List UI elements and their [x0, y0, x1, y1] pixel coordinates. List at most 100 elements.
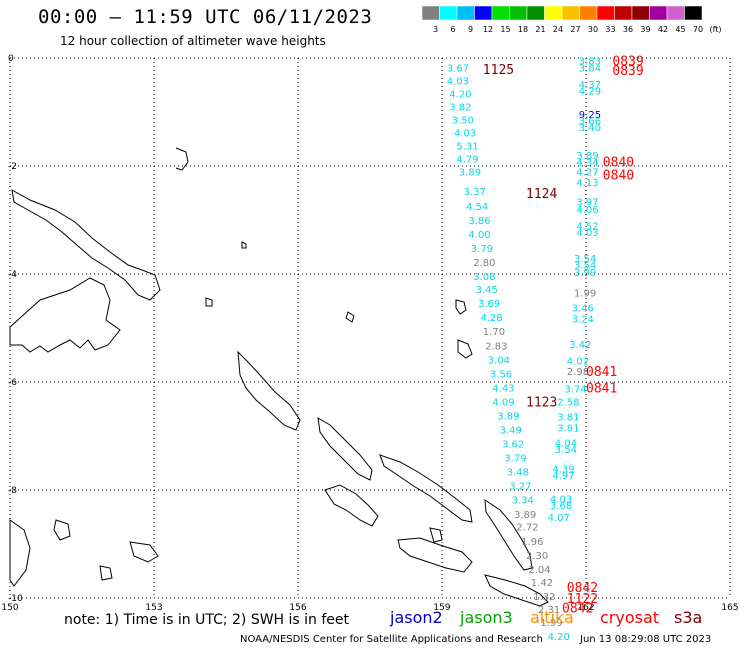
swh-label: 1.70	[483, 327, 505, 338]
swh-label: 4.09	[492, 397, 514, 408]
lon-tick-label: 162	[577, 603, 594, 613]
swh-label: 3.62	[502, 440, 524, 451]
coastline-islet	[129, 541, 159, 563]
swh-label: 3.40	[579, 123, 601, 134]
swh-label: 2.98	[567, 367, 589, 378]
coastline-islet	[175, 147, 189, 171]
swh-label: 4.54	[466, 202, 488, 213]
coastline-choiseul	[317, 417, 373, 481]
colorbar-label: 36	[623, 25, 633, 34]
colorbar-label: 21	[535, 25, 545, 34]
coastline-islet	[99, 565, 113, 581]
swh-label: 4.34	[576, 158, 598, 169]
legend-s3a: s3a	[674, 608, 703, 627]
swh-label: 4.37	[579, 80, 601, 91]
colorbar-legend: 3 6 9 12 15 18 21 24 27 30 33 36 39 42 45 70 (ft)	[422, 6, 722, 34]
swh-label: 3.56	[490, 369, 512, 380]
swh-label: 3.08	[473, 272, 495, 283]
swh-label: 3.89	[576, 151, 598, 162]
swh-label: 4.04	[555, 438, 577, 449]
colorbar-label: 24	[553, 25, 563, 34]
lon-tick-label: 159	[433, 603, 450, 613]
pass-time-label: 1125	[483, 63, 514, 78]
swh-label: 4.06	[576, 205, 598, 216]
colorbar-label: 9	[468, 25, 473, 34]
swh-label: 4.97	[552, 471, 574, 482]
swh-label: 4.13	[576, 178, 598, 189]
swh-label: 4.03	[576, 228, 598, 239]
swh-label: 3.27	[509, 482, 531, 493]
coastline-islet	[9, 519, 31, 587]
swh-label: 4.20	[548, 632, 570, 643]
swh-label: 1.99	[540, 618, 562, 629]
swh-label: 3.04	[488, 355, 510, 366]
coastline-new-britain	[9, 277, 121, 353]
swh-label: 3.69	[478, 299, 500, 310]
swh-label: 3.83	[579, 57, 601, 68]
swh-label: 3.97	[576, 198, 598, 209]
coastline-islet	[205, 297, 213, 307]
swh-label: 4.03	[454, 129, 476, 140]
swh-label: 4.27	[576, 167, 598, 178]
lon-tick-label: 153	[145, 603, 162, 613]
swh-label: 4.07	[548, 513, 570, 524]
swh-label: 3.99	[574, 268, 596, 279]
colorbar-label: (ft)	[709, 25, 721, 34]
lat-tick-label: 0	[8, 54, 14, 64]
swh-label: 1.32	[533, 592, 555, 603]
coastline-islet	[241, 241, 247, 249]
coastline-makira	[484, 574, 549, 607]
swh-label: 4.52	[576, 221, 598, 232]
map-subtitle: 12 hour collection of altimeter wave hei…	[60, 34, 326, 48]
swh-label: 3.82	[449, 103, 471, 114]
swh-label: 4.43	[492, 383, 514, 394]
swh-label: 3.68	[550, 501, 572, 512]
swh-label: 3.81	[557, 413, 579, 424]
pass-time-label: 1122	[567, 592, 598, 607]
swh-label: 3.81	[557, 423, 579, 434]
legend-jason2: jason2	[390, 608, 443, 627]
pass-time-label: 0841	[586, 365, 617, 380]
pass-time-label: 0840	[603, 156, 634, 171]
swh-label: 2.31	[538, 605, 560, 616]
colorbar-label: 15	[500, 25, 510, 34]
pass-time-label: 0839	[612, 55, 643, 70]
swh-label: 3.34	[512, 496, 534, 507]
swh-label: 3.84	[579, 64, 601, 75]
swh-label: 4.39	[552, 464, 574, 475]
lat-tick-label: -10	[8, 594, 23, 604]
swh-label: 4.00	[468, 230, 490, 241]
swh-label: 1.42	[531, 578, 553, 589]
legend-jason3: jason3	[460, 608, 513, 627]
lon-tick-label: 150	[1, 603, 18, 613]
coastline-new-ireland	[11, 189, 161, 301]
swh-label: 2.04	[528, 565, 550, 576]
swh-label: 3.89	[459, 167, 481, 178]
swh-label: 4.20	[449, 90, 471, 101]
legend-altika: altika	[530, 608, 574, 627]
colorbar-label: 39	[640, 25, 650, 34]
swh-label: 3.46	[572, 303, 594, 314]
lat-tick-label: -4	[8, 270, 17, 280]
swh-label: 4.03	[550, 495, 572, 506]
swh-label: 3.50	[452, 116, 474, 127]
swh-label: 4.28	[480, 313, 502, 324]
coastline-islet	[457, 339, 473, 359]
swh-label: 9.25	[579, 110, 601, 121]
swh-label: 4.02	[567, 356, 589, 367]
swh-label: 3.79	[471, 244, 493, 255]
legend-cryosat: cryosat	[600, 608, 660, 627]
coastline-bougainville	[237, 350, 301, 431]
colorbar-label: 6	[450, 25, 455, 34]
swh-label: 3.42	[569, 340, 591, 351]
swh-label: 2.83	[485, 341, 507, 352]
coastline-new-georgia	[324, 484, 379, 527]
colorbar-label: 45	[675, 25, 685, 34]
swh-label: 2.72	[516, 523, 538, 534]
colorbar-label: 12	[483, 25, 493, 34]
colorbar-label: 3	[433, 25, 438, 34]
swh-label: 3.54	[574, 260, 596, 271]
colorbar-label: 70	[693, 25, 703, 34]
coastline-islet	[53, 519, 71, 541]
